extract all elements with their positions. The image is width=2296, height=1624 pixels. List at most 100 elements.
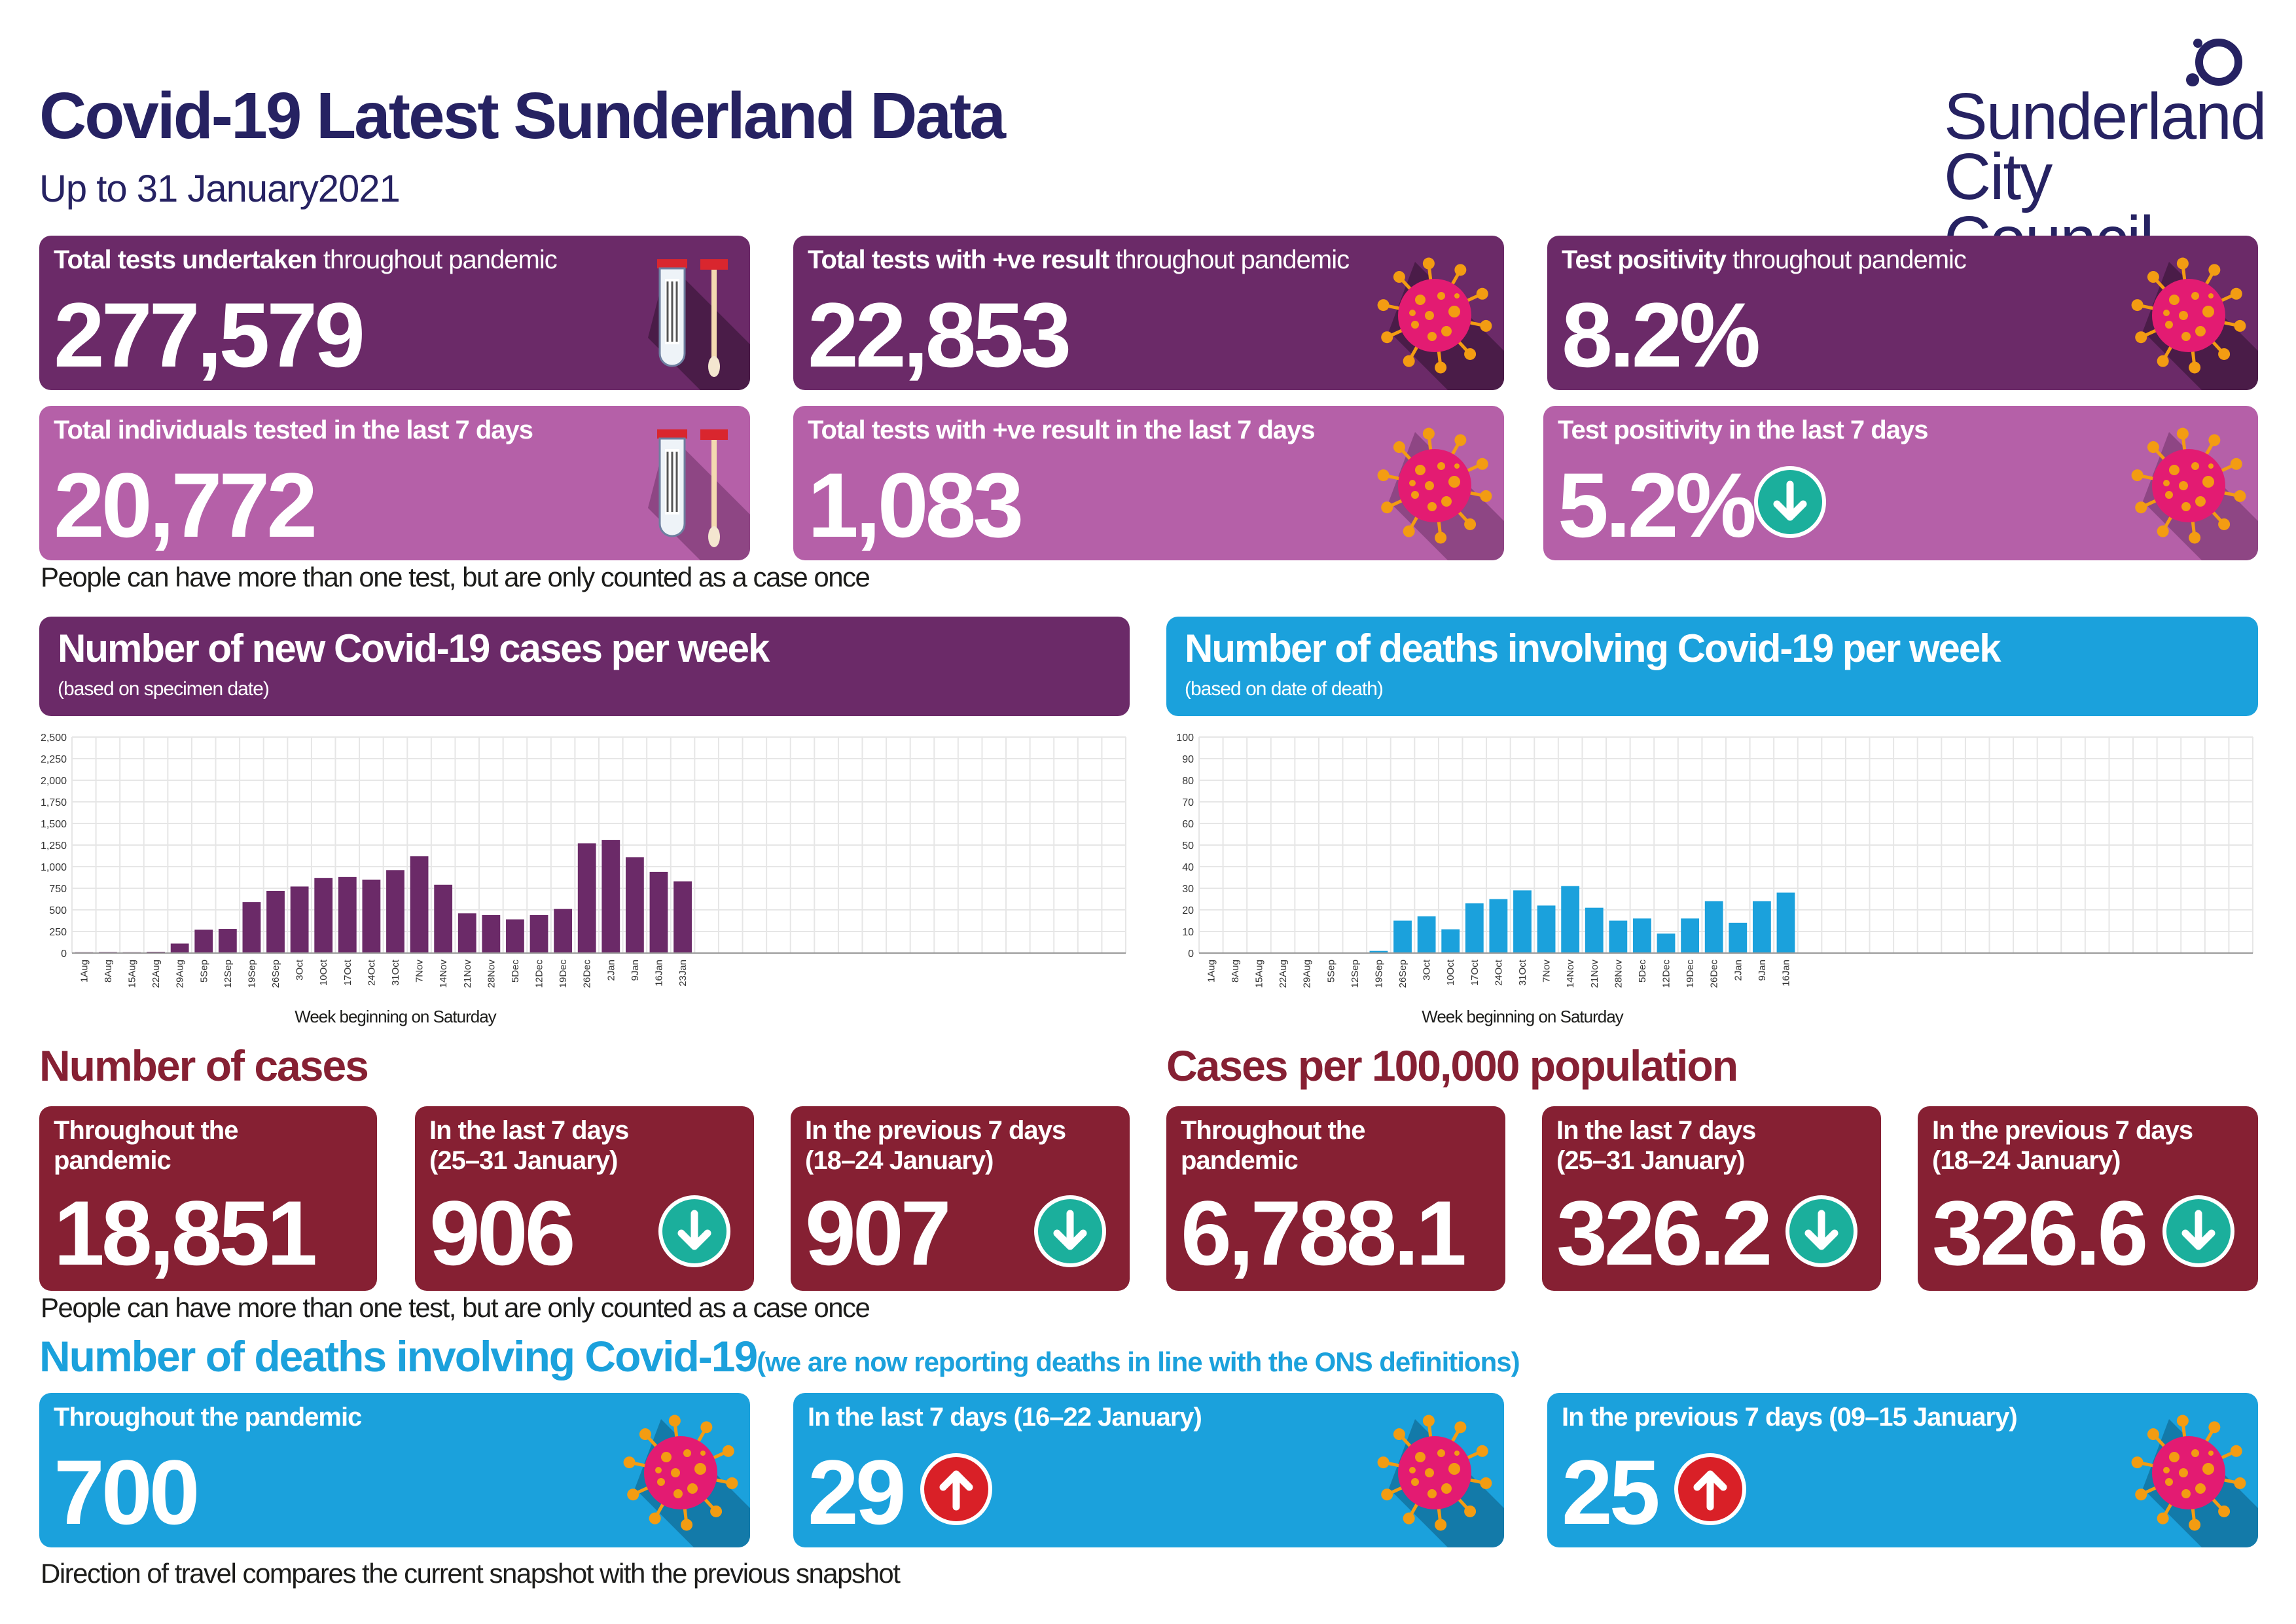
x-tick-label: 3Oct bbox=[1422, 959, 1433, 981]
y-tick-label: 80 bbox=[1182, 776, 1194, 787]
card-deaths-prev7: In the previous 7 days (09–15 January) 2… bbox=[1547, 1393, 2258, 1547]
bar bbox=[194, 929, 213, 953]
x-tick-label: 15Aug bbox=[126, 960, 137, 988]
x-tick-label: 31Oct bbox=[390, 959, 401, 986]
x-tick-label: 19Sep bbox=[246, 960, 257, 988]
y-tick-label: 40 bbox=[1182, 862, 1194, 873]
y-tick-label: 2,500 bbox=[41, 732, 67, 744]
page-title: Covid-19 Latest Sunderland Data bbox=[39, 79, 1006, 153]
bar bbox=[242, 902, 261, 953]
bar bbox=[1752, 901, 1771, 953]
bar bbox=[577, 843, 596, 953]
bar bbox=[1633, 918, 1651, 953]
y-tick-label: 1,000 bbox=[41, 862, 67, 873]
x-tick-label: 22Aug bbox=[1278, 960, 1289, 988]
x-tick-label: 26Dec bbox=[582, 960, 593, 988]
bar bbox=[1657, 933, 1676, 953]
x-tick-label: 26Dec bbox=[1709, 960, 1720, 988]
arrow-up-icon bbox=[1674, 1453, 1746, 1525]
x-tick-label: 12Dec bbox=[534, 960, 545, 988]
card-deaths-last7: In the last 7 days (16–22 January) 29 bbox=[793, 1393, 1504, 1547]
y-tick-label: 2,250 bbox=[41, 754, 67, 765]
virus-icon bbox=[615, 1407, 746, 1542]
card-rates-throughout: Throughout the pandemic 6,788.1 bbox=[1166, 1106, 1505, 1291]
bar bbox=[625, 857, 644, 953]
card-label: Throughout the pandemic bbox=[54, 1116, 238, 1175]
arrow-down-icon bbox=[1754, 466, 1826, 538]
bar bbox=[1465, 903, 1484, 953]
card-value: 29 bbox=[808, 1441, 906, 1543]
x-tick-label: 21Nov bbox=[1589, 960, 1600, 988]
card-label: Total tests with +ve result in the last … bbox=[808, 416, 1316, 444]
bar bbox=[338, 876, 357, 953]
card-label: Total tests with +ve result throughout p… bbox=[808, 245, 1350, 274]
x-tick-label: 16Jan bbox=[1780, 960, 1791, 986]
bar bbox=[601, 840, 620, 953]
bar bbox=[1704, 901, 1723, 953]
x-tick-label: 22Aug bbox=[151, 960, 162, 988]
y-tick-label: 1,750 bbox=[41, 797, 67, 808]
x-tick-label: 12Sep bbox=[223, 960, 234, 988]
x-tick-label: 17Oct bbox=[342, 959, 353, 986]
bar bbox=[434, 884, 453, 953]
bar bbox=[314, 878, 333, 953]
x-tick-label: 14Nov bbox=[1565, 960, 1576, 988]
deaths-chart-title: Number of deaths involving Covid-19 per … bbox=[1185, 626, 2001, 670]
bar bbox=[1609, 920, 1628, 953]
x-tick-label: 7Nov bbox=[1541, 960, 1552, 983]
deaths-chart-subtitle: (based on date of death) bbox=[1185, 678, 1384, 700]
y-tick-label: 90 bbox=[1182, 754, 1194, 765]
cases-note: People can have more than one test, but … bbox=[41, 1292, 870, 1323]
card-value: 25 bbox=[1562, 1441, 1660, 1543]
x-tick-label: 28Nov bbox=[1613, 960, 1624, 988]
card-rates-last7: In the last 7 days (25–31 January) 326.2 bbox=[1542, 1106, 1881, 1291]
bar bbox=[170, 943, 189, 953]
x-tick-label: 9Jan bbox=[630, 960, 641, 981]
arrow-down-icon bbox=[1034, 1195, 1106, 1267]
x-tick-label: 8Aug bbox=[103, 960, 114, 983]
card-individuals-7d: Total individuals tested in the last 7 d… bbox=[39, 406, 750, 560]
bar bbox=[457, 913, 476, 953]
y-tick-label: 10 bbox=[1182, 927, 1194, 938]
bar bbox=[1369, 950, 1388, 953]
x-tick-label: 14Nov bbox=[438, 960, 449, 988]
bar bbox=[1393, 920, 1412, 953]
x-tick-label: 5Sep bbox=[1325, 960, 1336, 983]
page-subtitle: Up to 31 January2021 bbox=[39, 168, 401, 210]
card-label: In the last 7 days (25–31 January) bbox=[1556, 1116, 1756, 1175]
footer-note: Direction of travel compares the current… bbox=[41, 1558, 901, 1589]
card-value: 6,788.1 bbox=[1181, 1182, 1467, 1284]
card-label: Test positivity in the last 7 days bbox=[1558, 416, 1928, 444]
x-tick-label: 10Oct bbox=[318, 959, 329, 986]
bar bbox=[386, 870, 404, 953]
card-label: In the last 7 days (25–31 January) bbox=[429, 1116, 629, 1175]
deaths-chart: 0 10 20 30 40 50 60 70 80 90 100 1Aug 8Aug 15Aug 22Aug… bbox=[1147, 727, 2259, 1031]
card-rates-prev7: In the previous 7 days (18–24 January) 32… bbox=[1918, 1106, 2258, 1291]
deaths-chart-banner: Number of deaths involving Covid-19 per … bbox=[1166, 617, 2258, 716]
card-total-tests: Total tests undertaken throughout pandem… bbox=[39, 236, 750, 390]
y-tick-label: 1,500 bbox=[41, 819, 67, 830]
card-value: 906 bbox=[429, 1182, 576, 1284]
card-label: Test positivity throughout pandemic bbox=[1562, 245, 1967, 274]
x-tick-label: 5Sep bbox=[198, 960, 209, 983]
y-tick-label: 2,000 bbox=[41, 776, 67, 787]
x-tick-label: 2Jan bbox=[1732, 960, 1744, 981]
cases-chart-subtitle: (based on specimen date) bbox=[58, 678, 270, 700]
virus-icon bbox=[2123, 420, 2254, 554]
y-tick-label: 500 bbox=[49, 905, 67, 916]
council-logo: Sunderland City Council bbox=[1944, 33, 2267, 272]
x-tick-label: 15Aug bbox=[1253, 960, 1265, 988]
x-axis-title: Week beginning on Saturday bbox=[1422, 1007, 1623, 1026]
card-value: 907 bbox=[805, 1182, 952, 1284]
y-tick-label: 60 bbox=[1182, 819, 1194, 830]
bar bbox=[290, 886, 309, 953]
x-tick-label: 23Jan bbox=[677, 960, 689, 986]
card-value: 5.2% bbox=[1558, 454, 1757, 556]
card-value: 700 bbox=[54, 1441, 200, 1543]
y-tick-label: 750 bbox=[49, 884, 67, 895]
x-tick-label: 24Oct bbox=[366, 959, 377, 986]
x-tick-label: 8Aug bbox=[1230, 960, 1241, 983]
logo-mark-icon bbox=[2186, 39, 2242, 86]
bar bbox=[1441, 929, 1460, 953]
card-value: 326.6 bbox=[1932, 1182, 2148, 1284]
